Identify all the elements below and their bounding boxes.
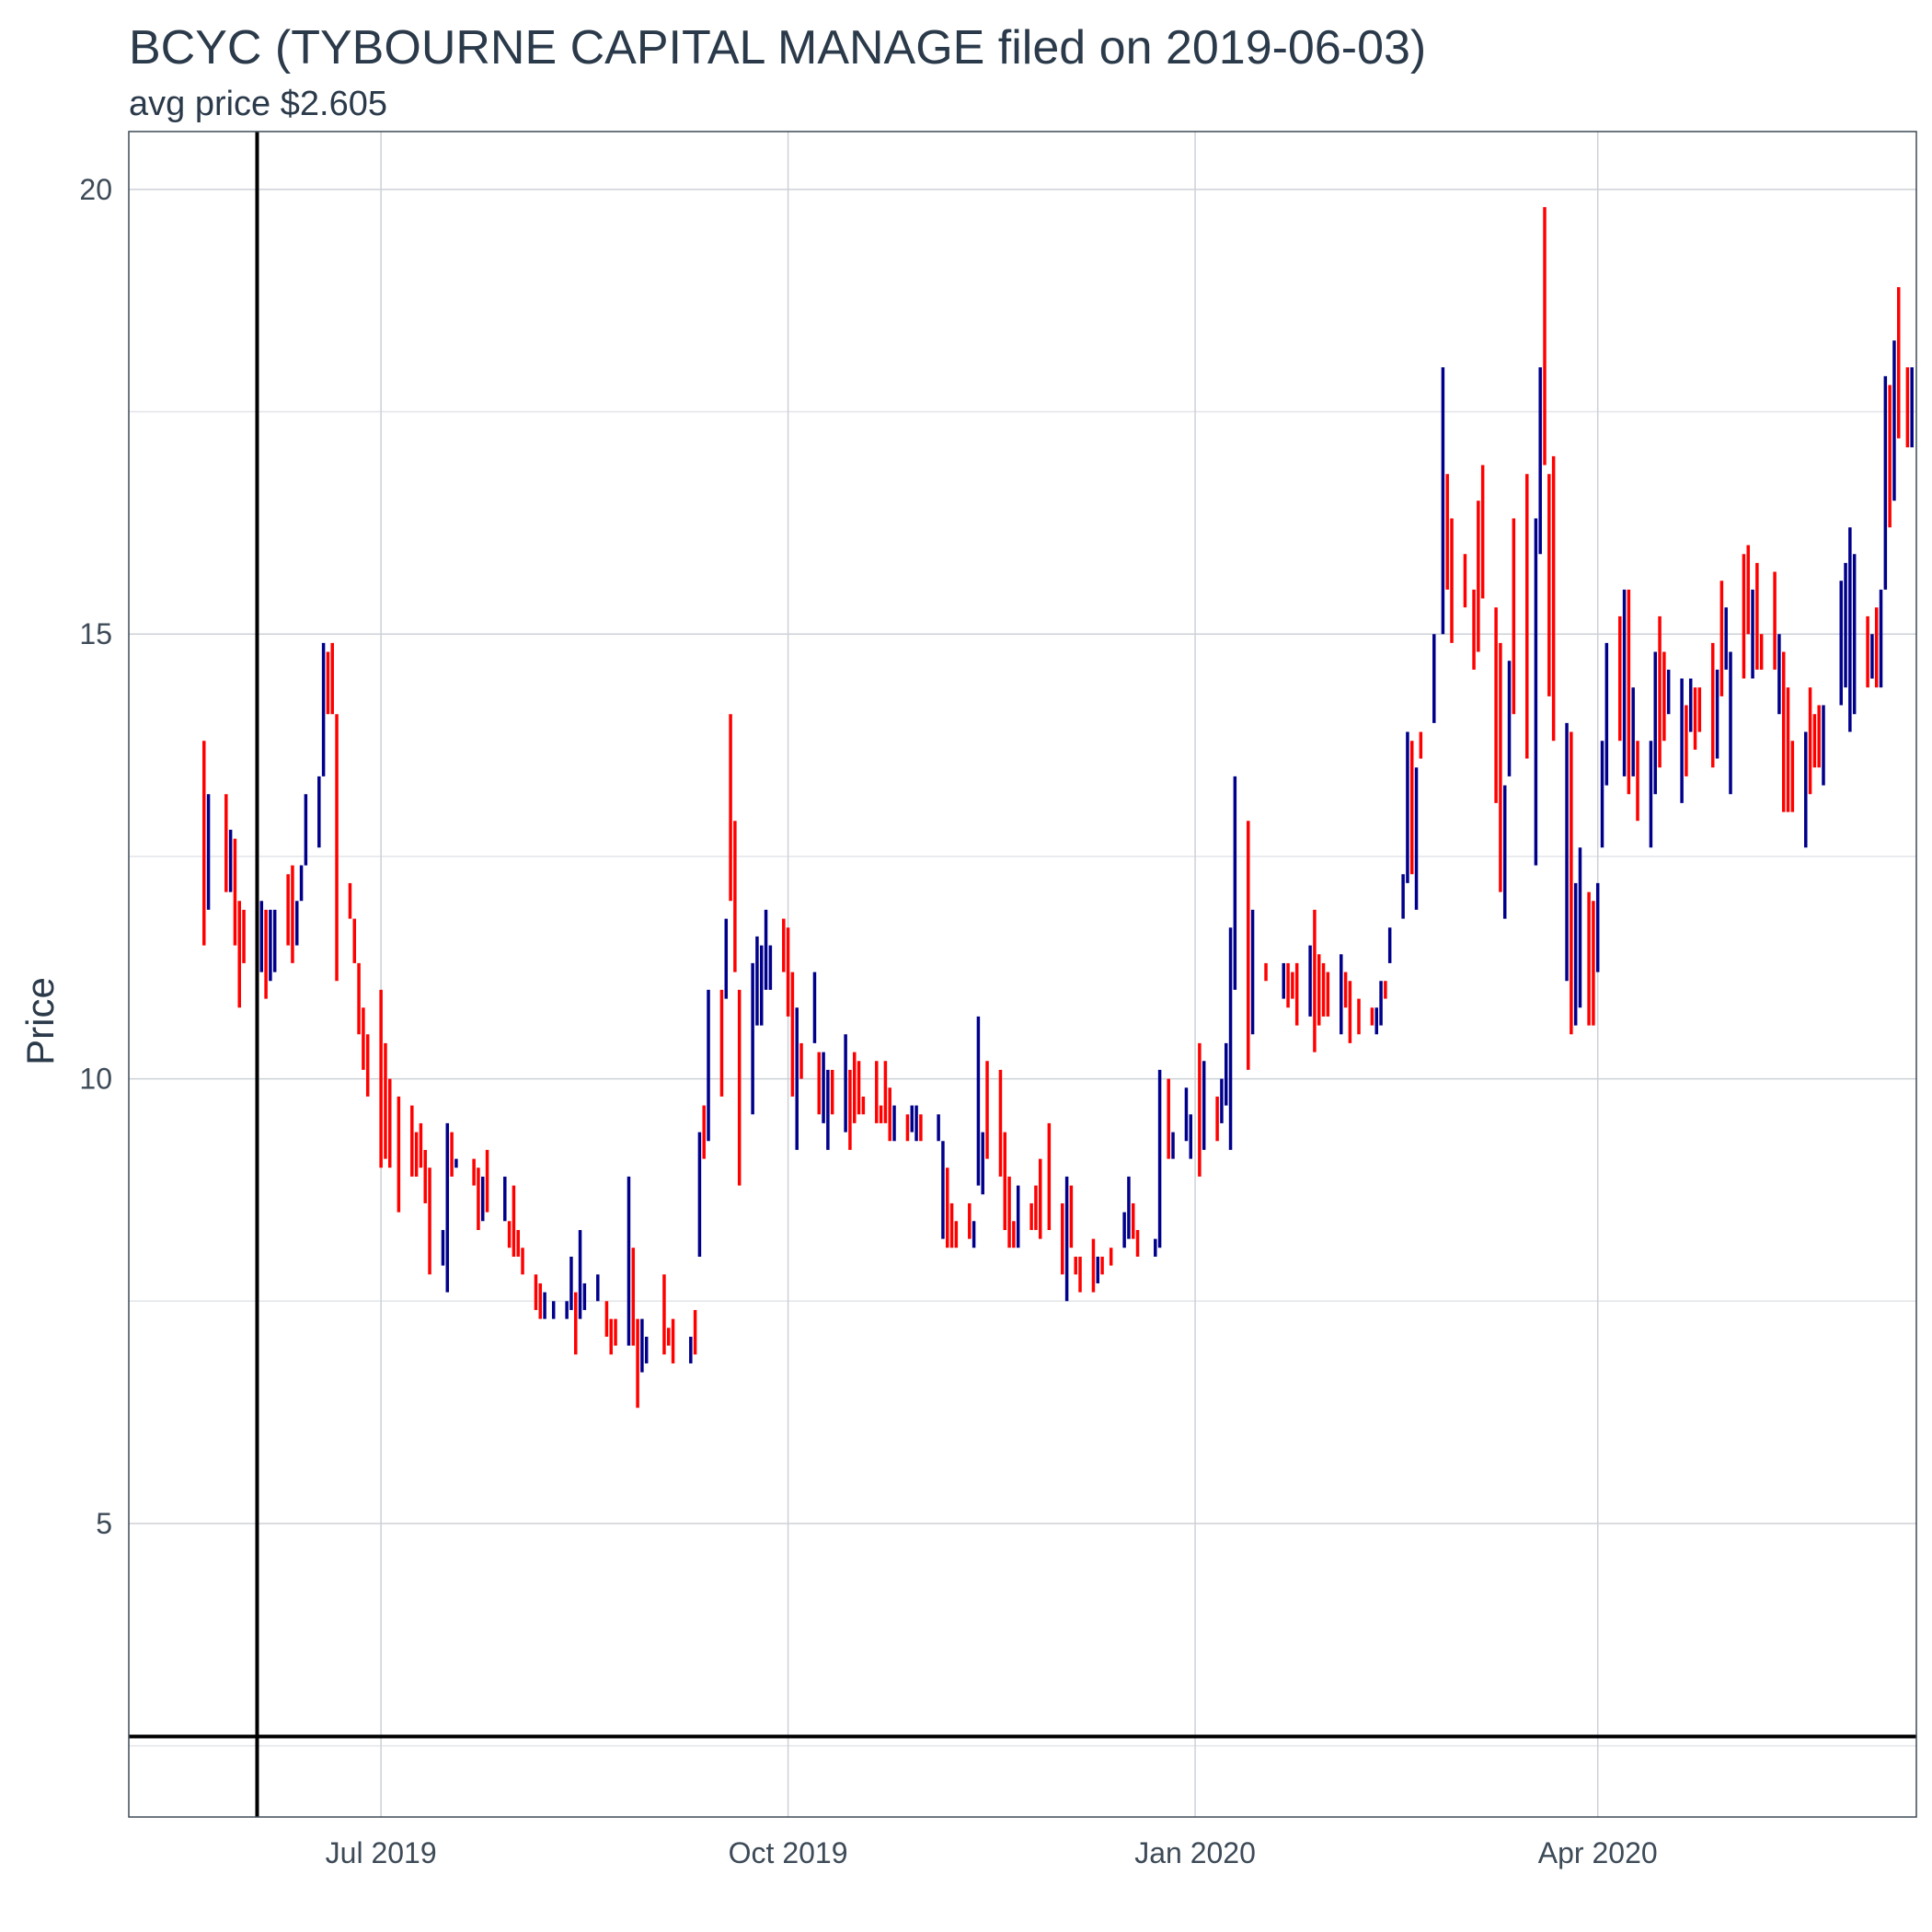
grid-layer	[129, 132, 1916, 1817]
y-tick-label: 10	[79, 1063, 112, 1096]
reference-lines	[129, 132, 1916, 1817]
x-axis-ticks: Jul 2019 Oct 2019 Jan 2020 Apr 2020	[326, 1836, 1658, 1869]
x-tick-label: Jan 2020	[1134, 1836, 1256, 1869]
chart-subtitle: avg price $2.605	[129, 85, 387, 123]
plot-border	[128, 131, 1917, 1818]
x-tick-label: Jul 2019	[326, 1836, 437, 1869]
y-axis-ticks: 5 10 15 20	[79, 173, 112, 1540]
y-tick-label: 20	[79, 173, 112, 206]
y-tick-label: 5	[96, 1507, 112, 1540]
ohlc-bars	[202, 207, 1914, 1409]
x-tick-label: Apr 2020	[1538, 1836, 1658, 1869]
y-tick-label: 15	[79, 617, 112, 650]
chart-title: BCYC (TYBOURNE CAPITAL MANAGE filed on 2…	[129, 21, 1427, 75]
x-tick-label: Oct 2019	[729, 1836, 848, 1869]
